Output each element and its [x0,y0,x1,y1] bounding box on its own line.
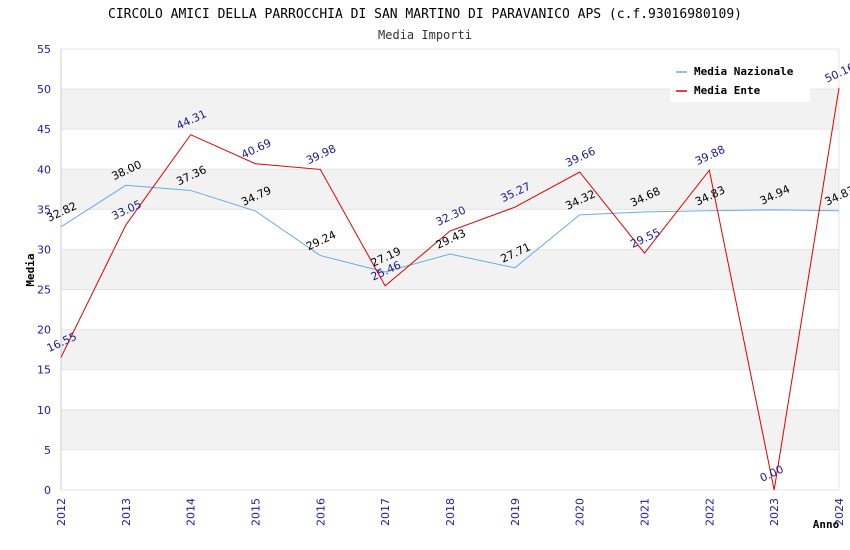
series-line-media-nazionale [60,184,840,273]
y-tick-label: 15 [37,364,51,377]
legend-label-media-ente: Media Ente [694,84,761,97]
x-tick-label: 2015 [250,498,263,526]
grid-band [61,409,839,450]
x-tick-label: 2012 [55,498,68,526]
x-axis-ticks: 2012 2013 2014 2015 2016 2017 2018 2019 2020 2021… [55,498,846,526]
grid-band [61,329,839,370]
grid-bands [60,48,840,491]
y-tick-label: 50 [37,83,51,96]
x-tick-label: 2019 [509,498,522,526]
y-tick-label: 45 [37,123,51,136]
legend-box [670,60,810,102]
y-axis-ticks: 0 5 10 15 20 25 30 35 40 45 50 55 [37,43,51,497]
y-tick-label: 25 [37,284,51,297]
x-tick-label: 2021 [639,498,652,526]
chart-title: CIRCOLO AMICI DELLA PARROCCHIA DI SAN MA… [108,7,742,22]
grid-band [61,249,839,290]
x-tick-label: 2016 [314,498,327,526]
x-tick-label: 2017 [379,498,392,526]
x-tick-label: 2013 [120,498,133,526]
y-tick-label: 10 [37,404,51,417]
x-tick-label: 2020 [574,498,587,526]
x-tick-label: 2014 [185,498,198,526]
x-tick-label: 2024 [833,498,846,526]
y-tick-label: 30 [37,243,51,256]
y-tick-label: 5 [44,444,51,457]
x-tick-label: 2018 [444,498,457,526]
grid-band [61,169,839,210]
y-tick-label: 20 [37,324,51,337]
chart-subtitle: Media Importi [378,28,472,42]
x-tick-label: 2022 [703,498,716,526]
series-line-media-ente [60,87,840,491]
y-tick-label: 55 [37,43,51,56]
y-tick-label: 0 [44,484,51,497]
x-tick-label: 2023 [768,498,781,526]
y-axis-label: Media [24,253,37,286]
y-tick-label: 35 [37,203,51,216]
series-lines [60,87,840,491]
legend: Media Nazionale Media Ente [670,60,810,102]
x-axis-label: Anno [813,518,840,531]
y-tick-label: 40 [37,163,51,176]
legend-label-media-nazionale: Media Nazionale [694,65,794,78]
